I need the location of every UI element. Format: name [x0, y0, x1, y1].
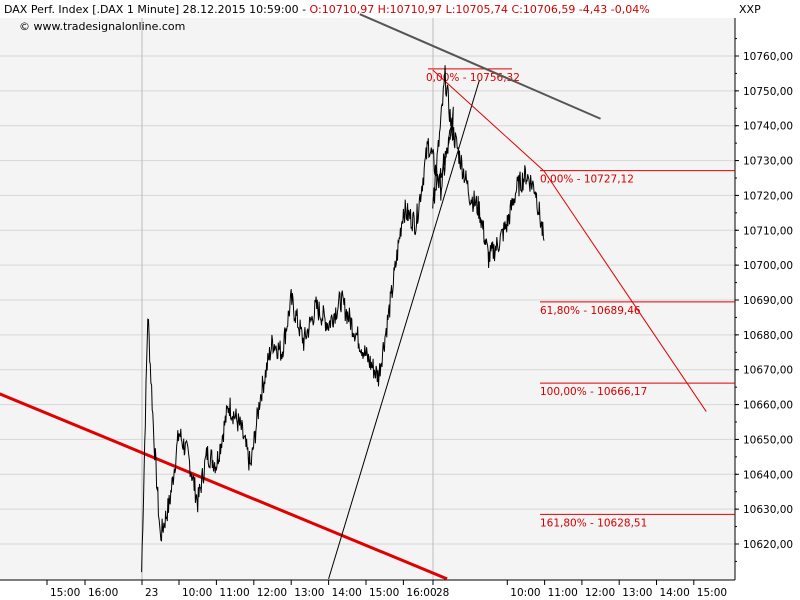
y-tick-label: 10670,00: [743, 365, 793, 377]
x-tick-label: 28: [436, 587, 449, 599]
fib-level-label: 61,80% - 10689,46: [540, 305, 641, 317]
grid: [0, 18, 735, 580]
x-tick-label: 10:00: [182, 587, 212, 599]
y-tick-label: 10660,00: [743, 400, 793, 412]
y-tick-label: 10720,00: [743, 190, 793, 202]
x-tick-label: 23: [145, 587, 158, 599]
x-tick-label: 11:00: [219, 587, 249, 599]
price-series: [141, 65, 545, 573]
header-ohlc: O:10710,97 H:10710,97 L:10705,74 C:10706…: [310, 3, 650, 16]
x-tick-label: 14:00: [660, 587, 690, 599]
trendlines: [0, 13, 707, 581]
x-axis: 15:00 16:00 23 10:00 11:00 12:00 13:00 14:00 15:…: [0, 579, 735, 599]
y-tick-label: 10730,00: [743, 156, 793, 168]
x-tick-label: 13:00: [622, 587, 652, 599]
trendline: [543, 170, 707, 412]
x-tick-label: 11:00: [548, 587, 578, 599]
x-tick-label: 12:00: [257, 587, 287, 599]
y-tick-label: 10700,00: [743, 260, 793, 272]
fib-level-label: 0,00% - 10756,32: [426, 72, 520, 84]
plot-area: [0, 18, 735, 580]
y-tick-label: 10630,00: [743, 504, 793, 516]
x-tick-label: 10:00: [510, 587, 540, 599]
y-axis: 10620,00 10630,00 10640,00 10650,00 10660,00…: [734, 18, 793, 580]
y-tick-label: 10640,00: [743, 469, 793, 481]
y-tick-label: 10690,00: [743, 295, 793, 307]
y-tick-label: 10650,00: [743, 434, 793, 446]
trendline: [432, 69, 545, 172]
y-tick-label: 10710,00: [743, 225, 793, 237]
fib-level-label: 0,00% - 10727,12: [540, 174, 634, 186]
x-tick-label: 16:00: [88, 587, 118, 599]
y-tick-label: 10750,00: [743, 86, 793, 98]
y-tick-label: 10740,00: [743, 121, 793, 133]
y-tick-label: 10760,00: [743, 51, 793, 63]
fib-level-label: 100,00% - 10666,17: [540, 386, 647, 398]
x-tick-label: 12:00: [585, 587, 615, 599]
fibonacci-levels: 0,00% - 10756,32 0,00% - 10727,12 61,80% -…: [426, 68, 735, 529]
trendline: [359, 13, 601, 120]
x-tick-label: 15:00: [50, 587, 80, 599]
header-instrument: DAX Perf. Index [.DAX 1 Minute] 28.12.20…: [4, 3, 310, 16]
trendline: [0, 392, 448, 581]
header-text: DAX Perf. Index [.DAX 1 Minute] 28.12.20…: [4, 3, 650, 16]
price-line: [141, 65, 545, 573]
x-tick-label: 16:00: [406, 587, 436, 599]
fib-level-label: 161,80% - 10628,51: [540, 517, 647, 529]
x-tick-label: 15:00: [697, 587, 727, 599]
source-credit: © www.tradesignalonline.com: [19, 20, 185, 33]
x-tick-label: 13:00: [294, 587, 324, 599]
y-tick-label: 10680,00: [743, 330, 793, 342]
x-tick-label: 14:00: [332, 587, 362, 599]
y-tick-label: 10620,00: [743, 539, 793, 551]
x-tick-label: 15:00: [369, 587, 399, 599]
trendline: [328, 80, 480, 580]
axis-label: XXP: [739, 3, 761, 16]
